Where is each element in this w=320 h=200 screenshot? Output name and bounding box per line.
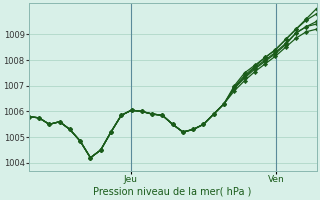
X-axis label: Pression niveau de la mer( hPa ): Pression niveau de la mer( hPa ) bbox=[93, 187, 252, 197]
